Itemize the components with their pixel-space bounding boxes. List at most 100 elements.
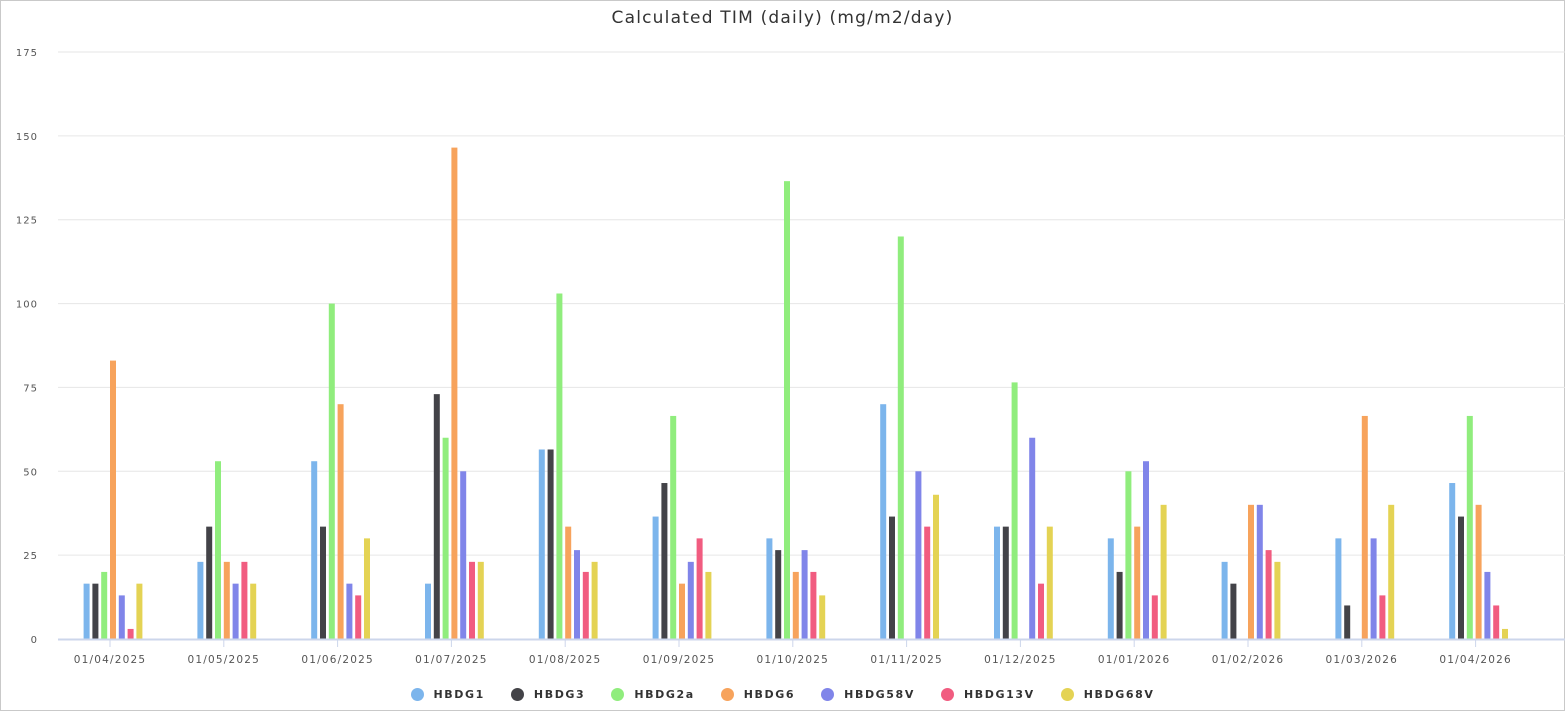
- bar-hbdg68v: [1502, 628, 1508, 639]
- bar-hbdg68v: [1046, 526, 1053, 639]
- chart-title: Calculated TIM (daily) (mg/m2/day): [611, 8, 954, 28]
- y-tick-label: 50: [23, 467, 38, 478]
- bar-hbdg58v: [118, 595, 125, 639]
- y-tick-label: 125: [16, 216, 38, 227]
- bar-hbdg13v: [127, 628, 134, 639]
- bar-hbdg3: [1116, 571, 1123, 639]
- bar-hbdg6: [1134, 526, 1141, 639]
- legend-label: HBDG1: [433, 688, 485, 701]
- x-tick-label: 01/08/2025: [529, 654, 602, 666]
- grid-lines: [58, 51, 1565, 556]
- bar-hbdg58v: [1029, 437, 1036, 639]
- bar-hbdg2a: [1011, 382, 1018, 639]
- bar-hbdg13v: [1493, 605, 1500, 639]
- x-tick-label: 01/09/2025: [643, 654, 716, 666]
- x-axis-ticks: 01/04/2025 01/05/2025 01/06/2025 01/07/2025…: [74, 639, 1511, 666]
- bars: [83, 147, 1508, 639]
- bar-hbdg68v: [591, 561, 598, 639]
- bar-hbdg1: [652, 516, 659, 639]
- x-tick-label: 01/02/2026: [1212, 654, 1285, 666]
- y-tick-label: 0: [31, 635, 38, 646]
- bar-hbdg58v: [1370, 538, 1377, 639]
- bar-hbdg1: [766, 538, 773, 639]
- legend-item-hbdg68v[interactable]: HBDG68V: [1060, 688, 1155, 701]
- bar-hbdg3: [547, 449, 554, 639]
- bar-hbdg58v: [1143, 461, 1149, 639]
- bar-hbdg58v: [346, 583, 353, 639]
- y-tick-label: 25: [23, 551, 38, 562]
- x-tick-label: 01/04/2025: [74, 654, 147, 666]
- bar-hbdg1: [538, 449, 545, 639]
- bar-hbdg3: [206, 526, 213, 639]
- y-tick-label: 150: [16, 132, 38, 143]
- legend-item-hbdg6[interactable]: HBDG6: [720, 688, 796, 701]
- bar-hbdg13v: [1265, 550, 1272, 639]
- bar-hbdg58v: [232, 583, 239, 639]
- bar-hbdg3: [889, 516, 895, 639]
- bar-hbdg13v: [1038, 583, 1044, 639]
- bar-hbdg58v: [1484, 571, 1491, 639]
- bar-hbdg6: [451, 147, 458, 639]
- legend-label: HBDG13V: [963, 688, 1035, 701]
- bar-hbdg3: [320, 526, 326, 639]
- bar-hbdg1: [197, 561, 204, 639]
- legend-item-hbdg1[interactable]: HBDG1: [410, 688, 485, 701]
- bar-hbdg13v: [1379, 595, 1386, 639]
- legend-item-hbdg2a[interactable]: HBDG2a: [611, 688, 694, 701]
- bar-hbdg1: [1335, 538, 1342, 639]
- bar-hbdg68v: [1388, 504, 1395, 639]
- bar-hbdg6: [223, 561, 230, 639]
- legend-label: HBDG2a: [634, 688, 695, 701]
- legend-marker-icon: [1060, 688, 1074, 701]
- legend-label: HBDG58V: [844, 688, 915, 701]
- legend-marker-icon: [510, 688, 524, 701]
- bar-hbdg13v: [582, 571, 589, 639]
- legend-marker-icon: [720, 688, 734, 701]
- legend-label: HBDG3: [533, 688, 586, 701]
- bar-hbdg6: [565, 526, 572, 639]
- x-tick-label: 01/07/2025: [415, 654, 488, 666]
- legend-item-hbdg3[interactable]: HBDG3: [510, 688, 586, 701]
- bar-hbdg2a: [897, 236, 904, 639]
- y-tick-label: 75: [23, 383, 38, 394]
- bar-hbdg68v: [933, 494, 939, 639]
- bar-hbdg6: [1475, 504, 1482, 639]
- legend-label: HBDG6: [743, 688, 796, 701]
- bar-hbdg68v: [819, 595, 826, 639]
- bar-hbdg1: [1107, 538, 1114, 639]
- bar-hbdg2a: [442, 437, 449, 639]
- bar-hbdg58v: [460, 471, 467, 639]
- x-tick-label: 01/11/2025: [870, 654, 943, 666]
- bar-hbdg1: [1449, 483, 1456, 639]
- legend-marker-icon: [821, 688, 835, 701]
- bar-hbdg6: [337, 404, 344, 639]
- bar-hbdg3: [775, 550, 782, 639]
- bar-hbdg3: [1458, 516, 1464, 639]
- bar-hbdg13v: [810, 571, 817, 639]
- legend: HBDG1 HBDG3 HBDG2a HBDG6 HBDG58V HBDG13V HBDG6…: [0, 688, 1565, 701]
- x-tick-label: 01/01/2026: [1098, 654, 1171, 666]
- bar-hbdg2a: [1466, 415, 1473, 639]
- bar-hbdg2a: [1125, 471, 1132, 639]
- bar-hbdg2a: [101, 571, 108, 639]
- bar-hbdg1: [1221, 561, 1228, 639]
- y-axis-ticks: 0 25 50 75 100 125 150 175: [16, 48, 38, 646]
- legend-item-hbdg58v[interactable]: HBDG58V: [821, 688, 915, 701]
- y-tick-label: 100: [16, 300, 38, 311]
- bar-hbdg1: [311, 461, 318, 639]
- bar-hbdg3: [92, 583, 99, 639]
- bar-hbdg1: [425, 583, 431, 639]
- x-tick-label: 01/03/2026: [1326, 654, 1399, 666]
- legend-item-hbdg13v[interactable]: HBDG13V: [940, 688, 1035, 701]
- bar-hbdg6: [679, 583, 685, 639]
- bar-hbdg1: [83, 583, 90, 639]
- bar-hbdg3: [433, 394, 440, 639]
- y-tick-label: 175: [16, 48, 38, 59]
- bar-hbdg3: [1230, 583, 1237, 639]
- bar-hbdg58v: [574, 550, 580, 639]
- bar-hbdg68v: [477, 561, 484, 639]
- bar-hbdg68v: [136, 583, 143, 639]
- bar-hbdg13v: [355, 595, 362, 639]
